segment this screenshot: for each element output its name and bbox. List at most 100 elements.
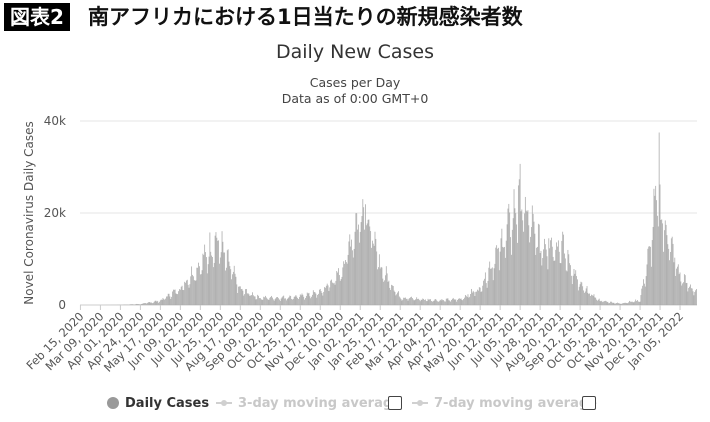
daily-case-bar — [694, 292, 696, 305]
daily-case-bar — [566, 271, 568, 305]
daily-case-bar — [506, 224, 508, 305]
daily-case-bar — [227, 249, 229, 305]
daily-case-bar — [347, 254, 349, 305]
daily-case-bar — [149, 302, 151, 305]
daily-case-bar — [658, 132, 660, 305]
daily-case-bar — [328, 291, 330, 305]
daily-case-bar — [343, 261, 345, 305]
daily-case-bar — [208, 256, 210, 305]
daily-case-bar — [386, 273, 388, 305]
daily-case-bar — [396, 294, 398, 305]
daily-case-bar — [504, 257, 506, 305]
daily-case-bar — [689, 286, 690, 305]
daily-case-bar — [516, 224, 518, 305]
daily-case-bar — [589, 293, 591, 305]
daily-case-bar — [456, 301, 458, 305]
daily-case-bar — [598, 298, 600, 305]
daily-case-bar — [604, 301, 605, 305]
daily-case-bar — [423, 299, 425, 305]
daily-case-bar — [586, 286, 588, 305]
daily-case-bar — [164, 299, 166, 305]
daily-case-bar — [590, 296, 591, 305]
daily-case-bar — [524, 213, 525, 305]
daily-case-bar — [246, 293, 248, 305]
daily-case-bar — [351, 239, 352, 305]
legend-daily-cases[interactable]: Daily Cases — [107, 394, 209, 414]
daily-case-bar — [254, 296, 256, 305]
daily-case-bar — [630, 301, 632, 305]
daily-case-bar — [318, 293, 319, 305]
daily-case-bar — [205, 252, 206, 305]
daily-case-bar — [178, 291, 179, 305]
daily-case-bar — [472, 290, 474, 305]
daily-case-bar — [329, 287, 331, 305]
daily-case-bar — [564, 253, 565, 305]
grid-lines — [80, 120, 697, 306]
daily-case-bar — [693, 295, 695, 305]
daily-case-bar — [435, 299, 437, 305]
daily-case-bar — [285, 300, 287, 305]
daily-case-bar — [549, 248, 551, 305]
daily-case-bar — [687, 291, 689, 305]
daily-case-bar — [582, 286, 584, 305]
daily-case-bar — [459, 299, 461, 305]
daily-case-bar — [265, 295, 266, 305]
daily-case-bar — [247, 293, 249, 305]
daily-case-bar — [146, 303, 148, 305]
daily-case-bar — [368, 219, 370, 305]
daily-case-bar — [567, 249, 569, 305]
daily-case-bar — [232, 274, 233, 305]
daily-case-bar — [570, 275, 572, 305]
daily-case-bar — [458, 298, 459, 305]
daily-case-bar — [150, 302, 152, 305]
daily-case-bar — [373, 245, 375, 305]
daily-case-bar — [624, 302, 626, 305]
daily-case-bar — [495, 247, 497, 305]
daily-case-bar — [285, 298, 286, 305]
daily-case-bar — [321, 292, 323, 305]
daily-case-bar — [131, 304, 133, 305]
daily-case-bar — [147, 302, 149, 305]
daily-case-bar — [616, 303, 617, 305]
daily-case-bar — [424, 299, 425, 305]
daily-case-bar — [411, 298, 413, 305]
daily-case-bar — [199, 274, 201, 305]
daily-case-bar — [228, 261, 230, 305]
daily-case-bar — [371, 247, 372, 305]
daily-case-bar — [245, 289, 246, 305]
daily-case-bar — [645, 276, 647, 305]
daily-case-bar — [171, 296, 173, 305]
daily-case-bar — [504, 246, 505, 305]
daily-case-bar — [558, 251, 560, 305]
daily-case-bar — [244, 294, 246, 305]
daily-case-bar — [696, 289, 697, 305]
daily-case-bar — [332, 283, 334, 305]
daily-case-bar — [407, 300, 409, 305]
daily-case-bar — [261, 299, 263, 305]
daily-case-bar — [599, 300, 601, 305]
checkbox-7-day-average[interactable] — [582, 396, 596, 410]
daily-case-bar — [525, 210, 527, 305]
legend-label-3-day: 3-day moving average — [238, 396, 401, 411]
daily-case-bar — [292, 298, 294, 305]
daily-case-bar — [378, 267, 379, 305]
daily-case-bar — [382, 278, 384, 305]
daily-case-bar — [563, 234, 564, 305]
daily-case-bar — [184, 281, 186, 305]
daily-case-bar — [465, 295, 467, 305]
daily-case-bar — [323, 291, 325, 305]
checkbox-3-day-average[interactable] — [388, 396, 402, 410]
daily-case-bar — [224, 252, 226, 305]
legend-3-day-average[interactable]: 3-day moving average — [216, 394, 401, 414]
legend-7-day-average[interactable]: 7-day moving average — [412, 394, 597, 414]
daily-case-bar — [491, 268, 492, 305]
daily-case-bar — [360, 222, 362, 305]
daily-case-bar — [277, 297, 279, 305]
daily-case-bar — [461, 299, 463, 305]
daily-case-bar — [233, 265, 235, 305]
daily-case-bar — [464, 297, 465, 305]
daily-case-bar — [374, 231, 376, 305]
daily-case-bar — [274, 299, 276, 305]
daily-case-bar — [431, 300, 432, 305]
daily-case-bar — [593, 294, 595, 305]
